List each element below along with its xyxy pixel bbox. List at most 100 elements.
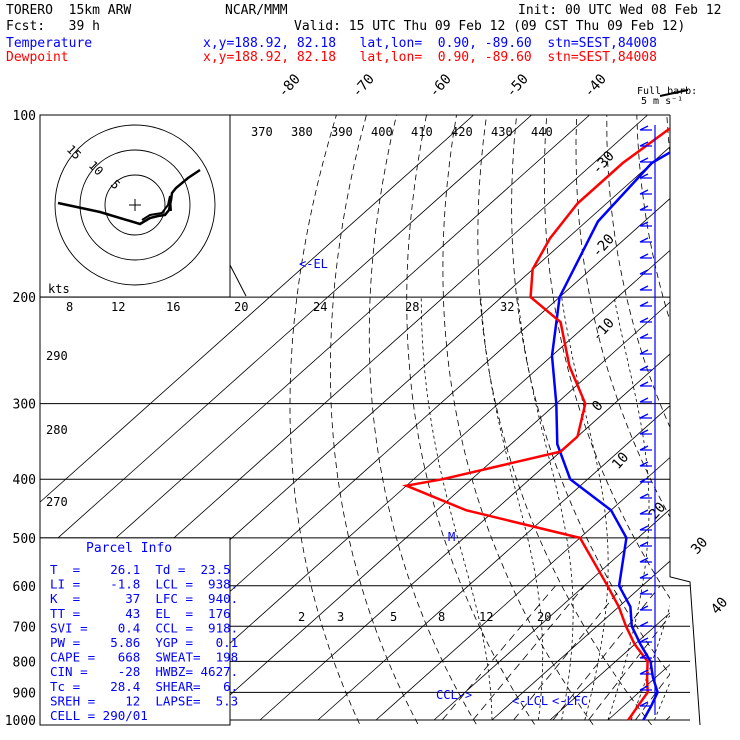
parcel-info-row: Tc = 28.4 SHEAR= 6. [50,679,238,694]
wind-barb [639,525,652,531]
isotherm-label: -20 [589,231,618,261]
wind-barb [639,397,652,403]
pressure-label: 1000 [5,714,36,729]
parcel-info-title: Parcel Info [86,541,172,556]
parcel-info-row: CAPE = 668 SWEAT= 198 [50,650,238,665]
barb-units: 5 m s⁻¹ [641,96,683,107]
wind-barb [639,173,652,179]
isotherm-label: -10 [589,315,618,345]
mixing-ratio-label: 3 [337,610,344,624]
moist-adiabat-line [420,297,493,720]
wind-barb [639,141,652,147]
parcel-info-row: CELL = 290/01 [50,708,148,723]
wind-barb [639,381,652,387]
wind-barb [639,253,652,259]
wind-barb [639,573,652,579]
hodograph-units-label: kts [48,282,70,296]
mixing-ratio-line [513,585,624,721]
pressure-label: 200 [13,291,36,306]
wind-barb [639,429,652,435]
pressure-label: 300 [13,398,36,413]
lcl-annotation: <-LCL [512,694,548,708]
parcel-info-row: T = 26.1 Td = 23.5 [50,562,231,577]
wind-barb [639,557,652,563]
wind-barb [639,477,652,483]
moist-adiabat-line [701,297,740,720]
valid-time: Valid: 15 UTC Thu 09 Feb 12 (09 CST Thu … [294,19,686,34]
isotherm-line [433,508,670,721]
isotherm-line [491,560,670,721]
isotherm-label: 0 [589,398,607,415]
isotherm-label: -60 [426,71,455,101]
wind-barb [639,461,652,467]
parcel-info-row: SVI = 0.4 CCL = 918. [50,620,238,635]
el-annotation: <-EL [299,257,328,271]
isotherm-line [375,456,670,721]
wind-barb [639,605,652,611]
isotherm-line [40,115,532,555]
hodograph-divider [229,264,247,297]
dry-adiabat-line [477,115,653,725]
pressure-label: 600 [13,580,36,595]
theta-label: 400 [371,125,393,139]
moist-adiabat-line [480,297,544,721]
frame-right [669,115,701,726]
isotherm-label: 20 [646,499,669,522]
wind-barb [639,237,652,243]
speed-label: 20 [234,300,248,314]
wind-barb [639,621,652,627]
parcel-info-row: PW = 5.86 YGP = 0.1 [50,635,238,650]
wind-barb [639,317,652,323]
dry-adiabat-line [406,115,536,725]
center-title: NCAR/MMM [225,3,288,18]
dry-adiabat-line [697,115,740,733]
wind-barb [639,493,652,499]
dry-adiabat-line [368,115,478,725]
wind-barb [639,653,652,659]
m-annotation: M [448,530,455,544]
theta-label: 430 [491,125,513,139]
wind-barb [639,509,652,515]
wind-barb [639,541,652,547]
isotherm-line [40,115,590,607]
isotherm-label: 40 [708,594,731,617]
parcel-info-row: CIN = -28 HWBZ= 4627. [50,664,238,679]
isotherm-line [143,249,670,721]
speed-label: 8 [66,300,73,314]
mixing-ratio-label: 5 [390,610,397,624]
hodograph-center-mark [129,199,141,211]
wind-barb [639,189,652,195]
hodograph-ring [54,124,216,286]
dry-adiabat-line [727,115,740,733]
theta-label: 380 [291,125,313,139]
wind-barb [639,269,652,275]
dewpoint-legend: Dewpoint [6,50,69,65]
dry-adiabat-line [442,115,594,725]
barb-title: Full barb: [637,86,697,97]
wind-barb [639,285,652,291]
theta-left-label: 280 [46,423,68,437]
pressure-label: 900 [13,686,36,701]
isotherm-line [724,115,740,720]
pressure-label: 500 [13,532,36,547]
pressure-label: 700 [13,620,36,635]
wind-barb [639,301,652,307]
dry-adiabat-line [636,115,670,323]
parcel-info-row: TT = 43 EL = 176 [50,606,231,621]
init-time: Init: 00 UTC Wed 08 Feb 12 [518,3,722,18]
isotherm-label: -70 [349,71,378,101]
mixing-ratio-label: 20 [537,610,551,624]
pressure-label: 400 [13,473,36,488]
wind-barb [639,157,652,163]
lfc-annotation: <-LFC [552,694,588,708]
location-line-temp: x,y=188.92, 82.18 lat,lon= 0.90, -89.60 … [203,36,657,51]
hodograph-trace-detail [141,195,172,221]
isotherm-label: -80 [275,71,304,101]
hodograph-trace [57,168,201,226]
speed-label: 32 [500,300,514,314]
speed-label: 16 [166,300,180,314]
parcel-info-row: LI = -1.8 LCL = 938. [50,577,238,592]
moist-adiabat-line [561,297,609,721]
dry-adiabat-line [329,115,419,725]
wind-barb [639,413,652,419]
